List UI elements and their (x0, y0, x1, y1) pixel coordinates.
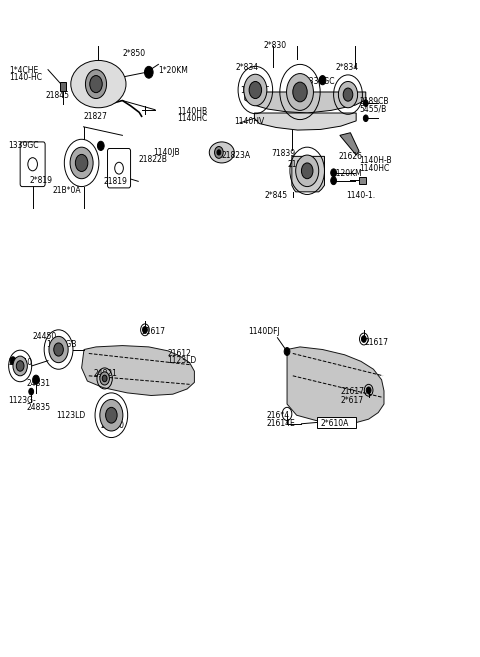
Polygon shape (292, 156, 324, 192)
Text: 21823A: 21823A (222, 151, 251, 160)
Circle shape (215, 147, 223, 158)
Text: 1123LD: 1123LD (167, 356, 196, 365)
Circle shape (49, 336, 68, 363)
Circle shape (363, 115, 368, 122)
Circle shape (366, 387, 371, 394)
Circle shape (144, 66, 153, 78)
Text: 24810: 24810 (101, 421, 125, 430)
Text: 1*40HT: 1*40HT (240, 86, 269, 95)
Circle shape (338, 81, 358, 108)
Text: 21819: 21819 (103, 177, 127, 186)
Circle shape (284, 348, 290, 355)
Text: 21617: 21617 (365, 338, 389, 347)
Circle shape (363, 100, 368, 106)
Circle shape (331, 177, 336, 185)
Text: 71839: 71839 (271, 148, 295, 158)
Circle shape (54, 343, 63, 356)
Text: 216*4: 216*4 (266, 411, 289, 420)
FancyBboxPatch shape (60, 82, 66, 91)
Text: 24821: 24821 (94, 369, 118, 378)
Circle shape (13, 356, 27, 376)
Text: 1140JB: 1140JB (154, 148, 180, 157)
Circle shape (249, 81, 262, 99)
Text: 2189CB: 2189CB (359, 97, 388, 106)
Text: 24831: 24831 (26, 379, 50, 388)
Text: 24450: 24450 (33, 332, 57, 341)
Text: 1140HV: 1140HV (234, 117, 264, 126)
Text: 1140HC: 1140HC (178, 114, 208, 123)
Text: 2*850: 2*850 (122, 49, 145, 58)
Text: 21840: 21840 (288, 160, 312, 169)
Ellipse shape (71, 60, 126, 108)
Circle shape (343, 88, 353, 101)
Text: 21617: 21617 (341, 387, 365, 396)
Circle shape (75, 154, 88, 171)
Text: 24835: 24835 (26, 403, 50, 413)
Polygon shape (245, 92, 366, 113)
Text: 2*819: 2*819 (30, 176, 53, 185)
Circle shape (33, 375, 39, 384)
Text: 21617: 21617 (142, 327, 166, 336)
Circle shape (106, 407, 117, 423)
Polygon shape (340, 133, 359, 155)
Text: 1140DFJ: 1140DFJ (249, 327, 280, 336)
Text: 2*610A: 2*610A (321, 419, 349, 428)
Text: 1*4CHE: 1*4CHE (10, 66, 39, 75)
Circle shape (85, 70, 107, 99)
Text: 21822B: 21822B (138, 155, 167, 164)
Text: 1140HC: 1140HC (359, 164, 389, 173)
Text: 24840: 24840 (9, 358, 33, 367)
Circle shape (29, 388, 34, 395)
Circle shape (100, 399, 123, 431)
Text: 1140-HC: 1140-HC (10, 73, 43, 82)
Circle shape (10, 357, 16, 365)
Text: 21845: 21845 (46, 91, 70, 100)
Circle shape (217, 150, 221, 155)
Polygon shape (254, 113, 356, 130)
Text: 1123LD: 1123LD (57, 411, 86, 420)
Circle shape (331, 169, 336, 177)
Text: 21612: 21612 (167, 349, 191, 358)
Circle shape (301, 163, 313, 179)
Circle shape (90, 76, 102, 93)
Circle shape (296, 155, 319, 187)
Circle shape (319, 76, 326, 85)
Circle shape (287, 74, 313, 110)
Text: 2*617: 2*617 (341, 396, 364, 405)
Text: 2*830: 2*830 (263, 41, 286, 51)
Polygon shape (82, 346, 194, 396)
Circle shape (16, 361, 24, 371)
Circle shape (102, 375, 107, 382)
Circle shape (97, 141, 104, 150)
FancyBboxPatch shape (359, 177, 366, 184)
FancyBboxPatch shape (108, 148, 131, 188)
Text: 1140-1.: 1140-1. (347, 191, 376, 200)
Polygon shape (287, 347, 384, 423)
Ellipse shape (209, 142, 234, 163)
Circle shape (361, 336, 366, 342)
Text: 2*834: 2*834 (336, 63, 359, 72)
Circle shape (143, 327, 147, 333)
Text: 21B*0A: 21B*0A (53, 186, 82, 195)
Text: 5455/B: 5455/B (359, 104, 386, 114)
Text: 1140HB: 1140HB (178, 107, 208, 116)
Text: 1339GC: 1339GC (304, 77, 335, 86)
Text: 1*20KM: 1*20KM (158, 66, 188, 75)
Text: 1120KM: 1120KM (331, 169, 362, 178)
Circle shape (244, 74, 267, 106)
Circle shape (293, 82, 307, 102)
FancyBboxPatch shape (20, 142, 45, 187)
Circle shape (70, 147, 93, 179)
Text: 21614E: 21614E (266, 419, 295, 428)
Text: 1339GB: 1339GB (46, 340, 76, 349)
FancyBboxPatch shape (317, 417, 356, 428)
Text: 2*834: 2*834 (235, 63, 258, 72)
Text: 21626: 21626 (338, 152, 362, 161)
Text: 2*845: 2*845 (265, 191, 288, 200)
Text: 21827: 21827 (84, 112, 108, 122)
Text: 1339GC: 1339GC (9, 141, 39, 150)
Text: 1140H-B: 1140H-B (359, 156, 392, 166)
Text: 1123G-: 1123G- (9, 396, 36, 405)
Circle shape (100, 372, 109, 385)
